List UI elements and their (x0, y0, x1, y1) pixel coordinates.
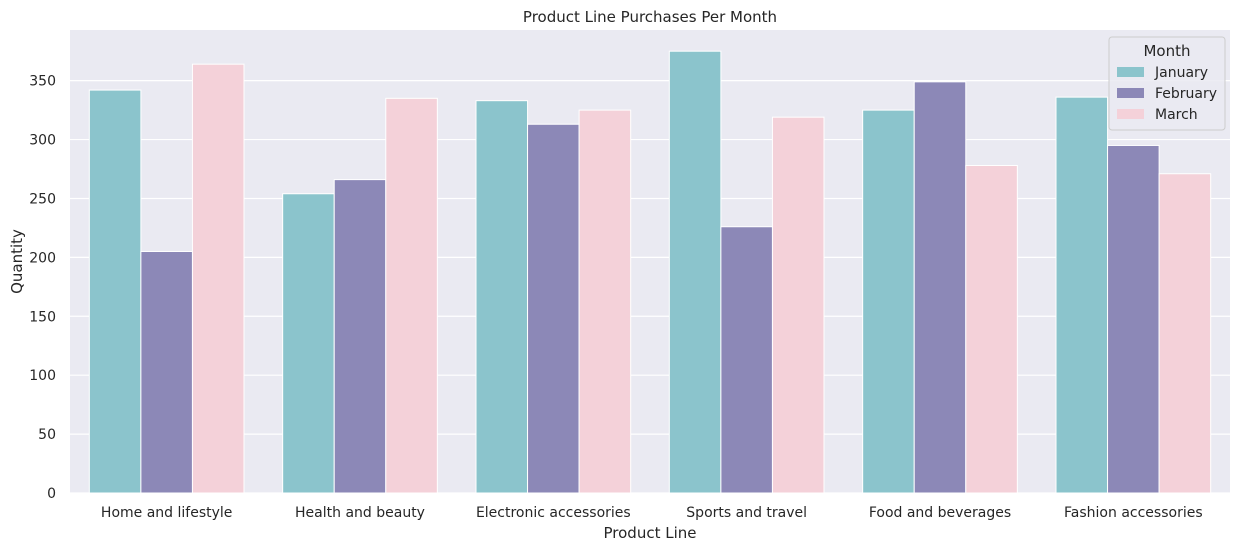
x-tick-label: Fashion accessories (1064, 505, 1203, 521)
bar-january-1 (282, 193, 335, 494)
y-tick-label: 0 (47, 486, 56, 502)
plot-background (70, 30, 1230, 493)
x-tick-label: Food and beverages (869, 505, 1011, 521)
bar-january-3 (668, 50, 722, 494)
legend-title: Month (1143, 42, 1190, 60)
legend-box (1108, 36, 1226, 131)
bar-january-0 (88, 89, 142, 494)
legend-swatch-january (1117, 67, 1144, 77)
bar-february-2 (527, 123, 580, 494)
x-tick-label: Electronic accessories (476, 505, 631, 521)
legend-label-january: January (1154, 65, 1208, 81)
x-tick-label: Home and lifestyle (101, 505, 232, 521)
x-tick-label: Health and beauty (295, 505, 425, 521)
bar-march-5 (1158, 173, 1212, 494)
bar-february-4 (913, 81, 967, 494)
y-tick-label: 150 (29, 309, 56, 325)
legend-label-march: March (1155, 107, 1198, 123)
y-tick-label: 300 (29, 133, 56, 149)
bar-march-4 (965, 164, 1018, 494)
bar-february-3 (720, 226, 773, 494)
legend-label-february: February (1155, 86, 1217, 102)
legend-swatch-february (1117, 88, 1144, 98)
y-tick-label: 250 (29, 191, 56, 207)
x-tick-label: Sports and travel (686, 505, 807, 521)
bar-february-0 (140, 250, 193, 494)
y-tick-label: 350 (29, 74, 56, 90)
y-tick-label: 200 (29, 250, 56, 266)
chart-title: Product Line Purchases Per Month (523, 8, 777, 26)
bar-february-1 (333, 179, 387, 494)
bar-february-5 (1107, 144, 1160, 494)
bar-march-3 (771, 116, 825, 494)
bar-march-0 (191, 63, 245, 494)
y-tick-label: 50 (38, 427, 56, 443)
bar-january-5 (1055, 96, 1109, 494)
bar-january-2 (475, 100, 529, 494)
bar-january-4 (862, 109, 915, 494)
bar-march-1 (385, 97, 438, 494)
legend-swatch-march (1117, 109, 1144, 119)
y-axis-title: Quantity (8, 229, 26, 294)
bar-march-2 (578, 109, 632, 494)
y-tick-label: 100 (29, 368, 56, 384)
x-axis-title: Product Line (604, 524, 697, 542)
